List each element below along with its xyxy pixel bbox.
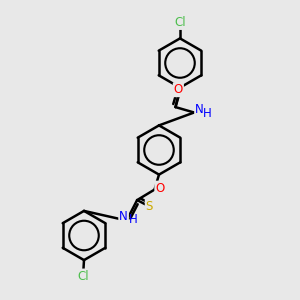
Text: H: H: [203, 106, 212, 120]
Text: O: O: [174, 83, 183, 96]
Text: Cl: Cl: [78, 269, 89, 283]
Text: N: N: [195, 103, 204, 116]
Text: S: S: [146, 200, 153, 213]
Text: Cl: Cl: [174, 16, 186, 29]
Text: H: H: [129, 213, 138, 226]
Text: N: N: [119, 210, 128, 224]
Text: O: O: [155, 182, 164, 195]
